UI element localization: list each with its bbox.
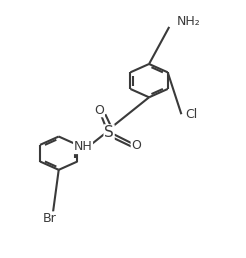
Text: NH₂: NH₂ xyxy=(177,15,200,28)
Text: O: O xyxy=(94,104,104,117)
Text: Br: Br xyxy=(43,212,56,225)
Text: NH: NH xyxy=(74,141,92,154)
Text: O: O xyxy=(131,139,141,152)
Text: S: S xyxy=(104,125,114,140)
Text: Cl: Cl xyxy=(185,108,198,121)
